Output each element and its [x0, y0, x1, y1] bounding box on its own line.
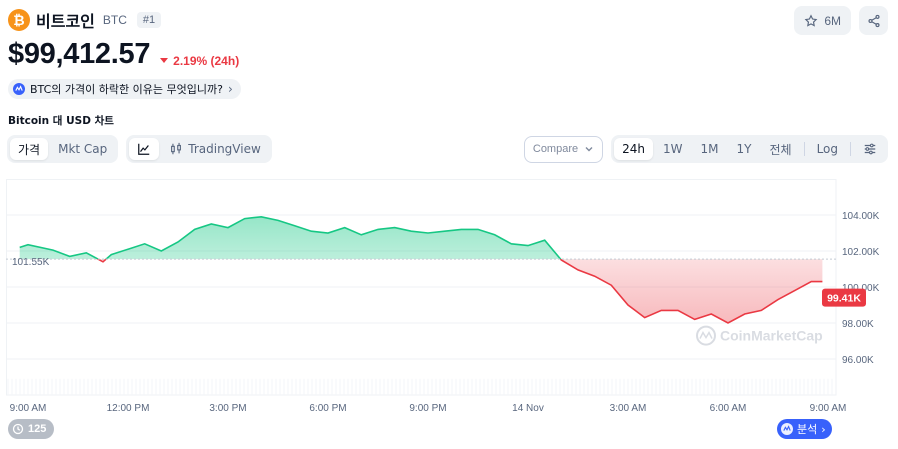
x-tick-label: 12:00 PM — [106, 403, 150, 414]
star-icon — [804, 13, 818, 27]
share-icon — [867, 14, 880, 27]
ai-assistant-icon — [781, 423, 793, 435]
price-line-down — [96, 259, 823, 324]
coin-name: 비트코인 — [36, 12, 95, 31]
compare-dropdown[interactable]: Compare — [523, 135, 604, 163]
ai-question-text: BTC의 가격이 하락한 이유는 무엇입니까? — [30, 83, 223, 96]
ai-assistant-icon — [13, 83, 25, 95]
log-scale-button[interactable]: Log — [816, 142, 838, 156]
area-below-baseline — [19, 259, 823, 323]
y-tick-label: 100.00K — [842, 283, 880, 294]
x-tick-label: 14 Nov — [512, 403, 544, 414]
share-button[interactable] — [859, 6, 888, 35]
current-price: $99,412.57 — [8, 38, 151, 70]
x-tick-label: 9:00 PM — [409, 403, 447, 414]
y-tick-label: 102.00K — [842, 247, 880, 258]
x-tick-label: 9:00 AM — [809, 403, 847, 414]
price-change: 2.19% (24h) — [160, 54, 239, 68]
chart-toolbar-right: Compare 24h 1W 1M 1Y 전체 Log — [523, 135, 888, 163]
y-tick-label: 98.00K — [842, 319, 874, 330]
range-1m[interactable]: 1M — [700, 142, 719, 156]
range-1w[interactable]: 1W — [663, 142, 683, 156]
svg-text:CoinMarketCap: CoinMarketCap — [720, 328, 823, 344]
chart-settings-button[interactable] — [855, 138, 885, 160]
x-tick-label: 6:00 PM — [309, 403, 347, 414]
range-1y[interactable]: 1Y — [736, 142, 752, 156]
bitcoin-logo-icon: ₿ — [8, 9, 30, 31]
x-axis: 9:00 AM 12:00 PM 3:00 PM 6:00 PM 9:00 PM 14 N… — [0, 403, 898, 417]
current-price-label: 99.41K — [827, 293, 861, 305]
line-chart-button[interactable] — [129, 138, 160, 160]
range-all[interactable]: 전체 — [769, 142, 792, 157]
x-tick-label: 3:00 PM — [209, 403, 247, 414]
price-chart[interactable]: 96.00K 98.00K 100.00K 102.00K 104.00K 101.55K… — [6, 179, 886, 401]
chevron-right-icon: › — [227, 82, 233, 96]
history-badge[interactable]: 125 — [8, 419, 55, 439]
chart-toolbar-left: 가격 Mkt Cap TradingView — [7, 135, 272, 163]
price-change-value: 2.19% (24h) — [173, 53, 240, 68]
rank-badge: #1 — [136, 12, 162, 28]
watch-count: 6M — [824, 13, 841, 28]
analysis-label: 분석 — [797, 423, 818, 436]
tradingview-label: TradingView — [188, 142, 261, 156]
chevron-right-icon: › — [821, 422, 826, 436]
coin-header: ₿ 비트코인 BTC #1 — [8, 8, 162, 32]
price-row: $99,412.57 2.19% (24h) — [8, 38, 239, 71]
x-tick-label: 6:00 AM — [709, 403, 747, 414]
range-selector: 24h 1W 1M 1Y 전체 Log — [611, 135, 888, 163]
current-price-tag — [822, 288, 866, 307]
divider — [803, 142, 805, 156]
compare-label: Compare — [532, 143, 579, 155]
x-tick-label: 3:00 AM — [609, 403, 647, 414]
watchlist-button[interactable]: 6M — [794, 6, 851, 35]
y-tick-label: 104.00K — [842, 211, 880, 222]
view-toggle: 가격 Mkt Cap — [7, 135, 119, 163]
baseline-label: 101.55K — [12, 257, 50, 268]
analysis-button[interactable]: 분석 › — [777, 419, 832, 439]
tab-price[interactable]: 가격 — [10, 138, 49, 160]
line-chart-icon — [138, 143, 150, 155]
range-24h[interactable]: 24h — [614, 138, 653, 160]
tradingview-button[interactable]: TradingView — [161, 138, 269, 160]
ai-question-pill[interactable]: BTC의 가격이 하락한 이유는 무엇입니까? › — [8, 79, 241, 99]
coinmarketcap-watermark: CoinMarketCap — [696, 325, 823, 346]
down-triangle-icon — [160, 58, 169, 63]
price-chart-svg[interactable]: 96.00K 98.00K 100.00K 102.00K 104.00K 101.55K… — [6, 179, 886, 401]
tab-market-cap[interactable]: Mkt Cap — [58, 142, 108, 156]
x-tick-label: 9:00 AM — [9, 403, 47, 414]
price-line-up — [19, 215, 562, 260]
coin-symbol: BTC — [102, 13, 127, 27]
candlestick-icon — [171, 142, 182, 155]
history-count: 125 — [28, 423, 47, 435]
chart-title: Bitcoin 대 USD 차트 — [8, 115, 114, 127]
chart-style-toggle: TradingView — [126, 135, 272, 163]
y-tick-label: 96.00K — [842, 355, 874, 366]
divider — [850, 142, 851, 156]
sliders-icon — [864, 143, 876, 155]
history-icon — [12, 423, 24, 435]
top-actions: 6M — [794, 6, 888, 35]
chevron-down-icon — [585, 147, 593, 152]
